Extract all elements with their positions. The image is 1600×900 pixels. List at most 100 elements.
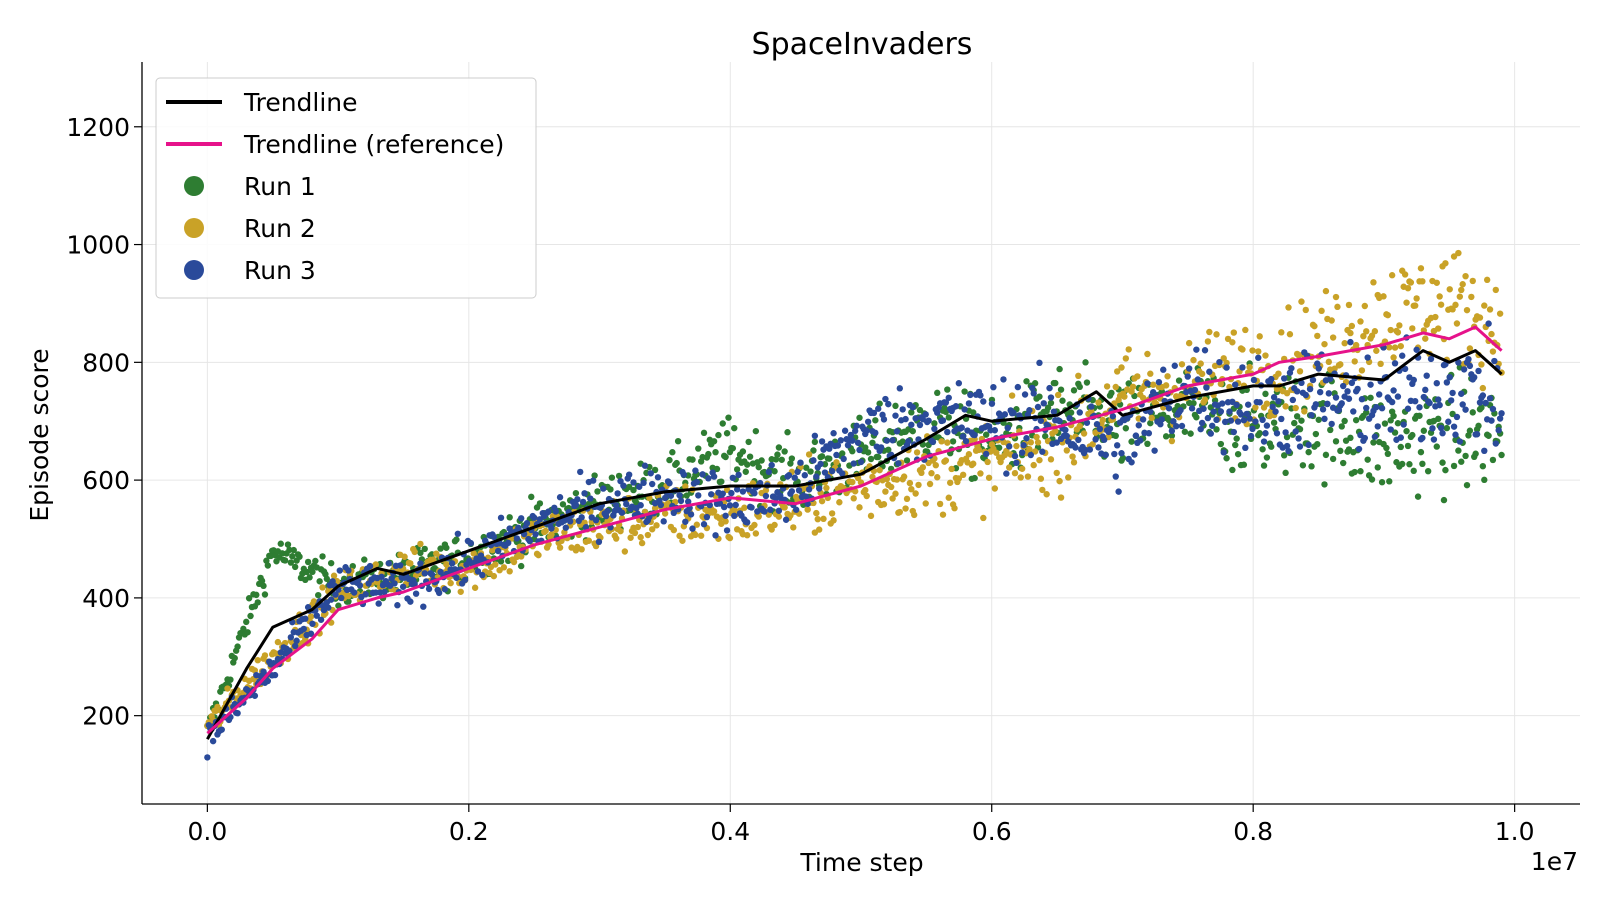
scatter-point — [430, 556, 437, 563]
scatter-point — [903, 457, 911, 464]
scatter-point — [1292, 404, 1299, 412]
x-tick-label: 0.6 — [972, 817, 1012, 846]
scatter-point — [1371, 433, 1379, 440]
scatter-point — [641, 462, 649, 469]
scatter-point — [1416, 412, 1423, 419]
scatter-point — [682, 518, 689, 525]
scatter-point — [735, 471, 742, 479]
scatter-point — [775, 507, 783, 514]
scatter-point — [1201, 396, 1209, 404]
scatter-point — [1278, 415, 1285, 423]
legend-dot-swatch — [184, 260, 204, 280]
scatter-point — [1244, 401, 1252, 408]
scatter-point — [1280, 375, 1288, 382]
scatter-point — [1145, 430, 1153, 437]
scatter-point — [1226, 408, 1233, 415]
scatter-point — [287, 634, 295, 641]
scatter-point — [758, 457, 765, 464]
scatter-point — [687, 511, 695, 518]
scatter-point — [699, 471, 706, 478]
scatter-point — [948, 465, 955, 473]
scatter-point — [1047, 394, 1055, 401]
scatter-point — [1481, 302, 1488, 309]
y-tick-label: 1000 — [66, 231, 130, 260]
scatter-point — [505, 539, 512, 547]
scatter-point — [1011, 452, 1019, 460]
scatter-point — [1059, 397, 1066, 404]
scatter-point — [1132, 432, 1140, 439]
scatter-point — [939, 417, 947, 424]
y-tick-label: 400 — [82, 584, 130, 613]
scatter-point — [1113, 368, 1121, 375]
scatter-point — [307, 613, 315, 620]
scatter-point — [1345, 301, 1353, 309]
scatter-point — [600, 485, 607, 492]
scatter-point — [813, 473, 820, 480]
scatter-point — [1263, 422, 1271, 429]
scatter-point — [1498, 410, 1505, 417]
legend-item: Run 2 — [184, 214, 316, 243]
scatter-point — [1449, 389, 1456, 397]
scatter-point — [807, 468, 814, 475]
scatter-point — [574, 496, 581, 503]
scatter-point — [1377, 360, 1384, 368]
scatter-point — [1390, 387, 1397, 394]
scatter-point — [1488, 417, 1495, 424]
scatter-point — [805, 451, 813, 458]
scatter-point — [1229, 466, 1236, 474]
scatter-point — [494, 547, 502, 555]
scatter-point — [479, 571, 486, 579]
scatter-point — [729, 445, 737, 452]
scatter-point — [1345, 395, 1353, 402]
scatter-point — [1003, 447, 1010, 455]
scatter-point — [1232, 381, 1239, 388]
scatter-point — [630, 479, 637, 486]
scatter-point — [1459, 401, 1466, 408]
scatter-point — [1149, 381, 1157, 388]
scatter-point — [1147, 419, 1154, 427]
scatter-point — [517, 553, 525, 560]
scatter-point — [1070, 459, 1078, 466]
scatter-point — [1384, 450, 1392, 458]
scatter-point — [771, 521, 778, 529]
scatter-point — [559, 501, 567, 508]
scatter-point — [1268, 443, 1275, 450]
scatter-point — [1352, 341, 1360, 349]
scatter-point — [1147, 370, 1154, 377]
scatter-point — [312, 557, 319, 565]
scatter-point — [1387, 426, 1394, 433]
legend-dot-swatch — [184, 218, 204, 238]
scatter-point — [1471, 374, 1478, 381]
scatter-point — [1489, 348, 1497, 355]
scatter-point — [417, 549, 424, 557]
scatter-point — [623, 500, 630, 508]
scatter-point — [1411, 302, 1419, 309]
scatter-point — [1296, 443, 1304, 450]
scatter-point — [1062, 426, 1069, 434]
scatter-point — [630, 486, 637, 494]
scatter-point — [1332, 293, 1340, 301]
scatter-point — [1137, 437, 1144, 444]
scatter-point — [542, 527, 549, 535]
scatter-point — [1168, 427, 1176, 435]
scatter-point — [290, 546, 297, 554]
scatter-point — [572, 501, 580, 509]
scatter-point — [1452, 301, 1459, 309]
scatter-point — [1221, 418, 1229, 426]
scatter-point — [931, 420, 938, 427]
scatter-point — [1249, 425, 1256, 433]
scatter-point — [607, 486, 614, 493]
scatter-point — [875, 405, 882, 412]
scatter-point — [613, 502, 620, 509]
scatter-point — [1188, 405, 1196, 412]
scatter-point — [1489, 405, 1497, 413]
scatter-point — [1388, 398, 1396, 406]
scatter-point — [1351, 358, 1358, 365]
scatter-point — [1158, 416, 1166, 423]
scatter-point — [1010, 409, 1017, 417]
scatter-point — [980, 398, 987, 405]
scatter-point — [1459, 281, 1466, 288]
legend-label: Run 1 — [244, 172, 316, 201]
scatter-point — [1139, 394, 1147, 402]
scatter-point — [982, 431, 990, 438]
